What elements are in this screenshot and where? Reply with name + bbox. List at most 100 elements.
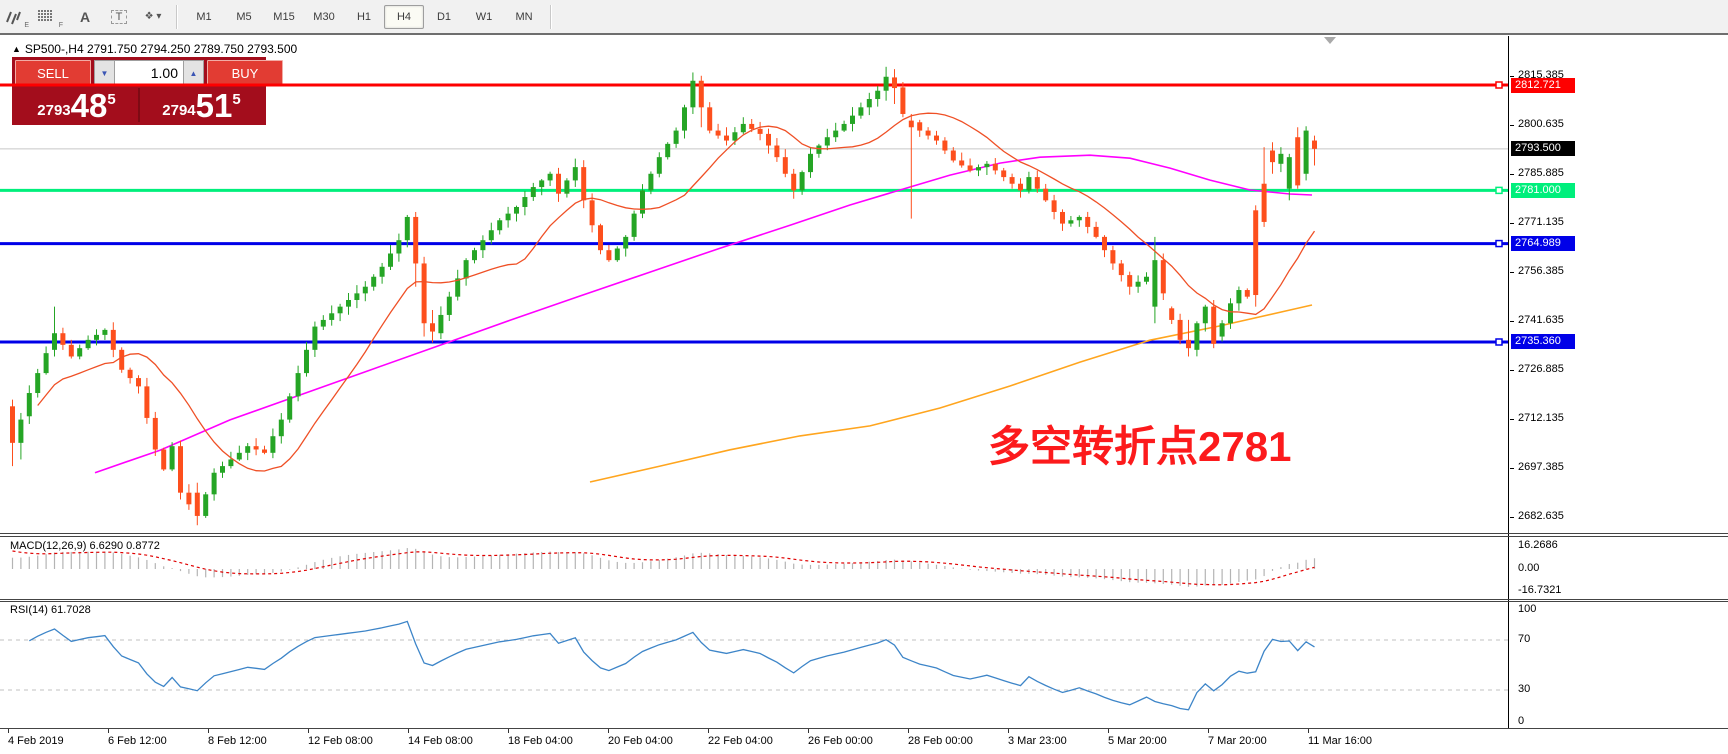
- date-tick: [1008, 729, 1009, 733]
- level-price-tag: 2812.721: [1511, 78, 1575, 93]
- date-label: 3 Mar 23:00: [1008, 735, 1067, 747]
- date-tick: [108, 729, 109, 733]
- price-tick-label: 2785.885: [1518, 167, 1564, 179]
- date-tick: [508, 729, 509, 733]
- timeframe-mn[interactable]: MN: [515, 10, 533, 23]
- date-label: 20 Feb 04:00: [608, 735, 673, 747]
- date-tick: [908, 729, 909, 733]
- date-axis[interactable]: 4 Feb 2019 6 Feb 12:00 8 Feb 12:00 12 Feb 0…: [0, 729, 1728, 752]
- indicators-icon[interactable]: E: [3, 4, 31, 30]
- timeframe-m5[interactable]: M5: [236, 10, 252, 23]
- level-price-tag: 2781.000: [1511, 183, 1575, 198]
- price-axis[interactable]: 2815.385 2800.635 2785.885 2771.135 2756.385…: [1510, 36, 1728, 729]
- timeframe-m30[interactable]: M30: [313, 10, 335, 23]
- rsi-panel[interactable]: [0, 602, 1508, 728]
- current-price-tag: 2793.500: [1511, 141, 1575, 156]
- price-tick-label: 2771.135: [1518, 216, 1564, 228]
- date-label: 11 Mar 16:00: [1308, 735, 1373, 747]
- chart-text-annotation: 多空转折点2781: [988, 423, 1292, 470]
- shapes-icon[interactable]: ❖ ▾: [144, 11, 162, 22]
- chart-title: SP500-,H4 2791.750 2794.250 2789.750 279…: [24, 42, 298, 56]
- price-tick: [1510, 272, 1514, 273]
- timeframe-d1[interactable]: D1: [436, 10, 452, 23]
- date-tick: [1308, 729, 1309, 733]
- date-tick: [608, 729, 609, 733]
- ask-price-sup: 5: [232, 90, 241, 108]
- bid-price-big: 48: [70, 86, 108, 124]
- macd-label: MACD(12,26,9) 6.6290 0.8772: [10, 540, 160, 552]
- price-tick-label: 2712.135: [1518, 412, 1564, 424]
- price-tick: [1510, 468, 1514, 469]
- price-tick: [1510, 370, 1514, 371]
- ma-fast-line: [37, 112, 1316, 472]
- bid-price-small: 2793: [37, 101, 71, 119]
- rsi-scale-label: 0: [1518, 715, 1525, 727]
- date-label: 14 Feb 08:00: [408, 735, 473, 747]
- rsi-scale-label: 100: [1518, 603, 1537, 615]
- toolbar-separator-2: [550, 4, 552, 29]
- price-tick-label: 2682.635: [1518, 510, 1564, 522]
- rsi-scale-label: 70: [1518, 633, 1531, 645]
- bid-price-sup: 5: [107, 90, 116, 108]
- ask-price[interactable]: 2794 51 5: [140, 88, 263, 122]
- level-price-tag: 2735.360: [1511, 334, 1575, 349]
- date-tick: [808, 729, 809, 733]
- label-icon[interactable]: T: [105, 4, 133, 30]
- date-label: 28 Feb 00:00: [908, 735, 973, 747]
- price-tick-label: 2726.885: [1518, 363, 1564, 375]
- timeframe-h4[interactable]: H4: [384, 4, 424, 29]
- macd-panel[interactable]: [0, 537, 1508, 599]
- macd-scale-label: -16.7321: [1518, 584, 1562, 596]
- indicators-icon-sub: E: [24, 21, 29, 29]
- macd-scale-label: 0.00: [1518, 562, 1540, 574]
- volume-increase-button[interactable]: ▲: [183, 60, 204, 86]
- macd-histogram: [11, 548, 1316, 587]
- price-tick-label: 2800.635: [1518, 118, 1564, 130]
- date-tick: [208, 729, 209, 733]
- price-tick: [1510, 321, 1514, 322]
- date-label: 8 Feb 12:00: [208, 735, 267, 747]
- toolbar: E F A T ❖ ▾ M1 M5 M15 M30 H1 H4 D1 W1 MN: [0, 0, 1728, 33]
- grid-icon[interactable]: F: [37, 4, 65, 30]
- date-label: 7 Mar 20:00: [1208, 735, 1267, 747]
- bid-price[interactable]: 2793 48 5: [15, 88, 138, 122]
- macd-rsi-splitter[interactable]: [0, 599, 1728, 600]
- collapse-triangle-icon[interactable]: ▲: [12, 44, 21, 54]
- price-tick-label: 2697.385: [1518, 461, 1564, 473]
- timeframe-h1[interactable]: H1: [356, 10, 372, 23]
- rsi-line: [28, 620, 1315, 711]
- price-tick: [1510, 419, 1514, 420]
- chart-window[interactable]: ▲ SP500-,H4 2791.750 2794.250 2789.750 27…: [0, 33, 1728, 754]
- grid-icon-sub: F: [58, 21, 63, 29]
- timeframe-m15[interactable]: M15: [273, 10, 295, 23]
- text-icon[interactable]: A: [79, 8, 91, 25]
- price-tick: [1510, 125, 1514, 126]
- timeframe-w1[interactable]: W1: [475, 10, 493, 23]
- date-label: 18 Feb 04:00: [508, 735, 573, 747]
- date-tick: [408, 729, 409, 733]
- date-label: 4 Feb 2019: [8, 735, 64, 747]
- macd-scale-label: 16.2686: [1518, 539, 1558, 551]
- rsi-date-splitter: [0, 728, 1728, 729]
- main-macd-splitter[interactable]: [0, 533, 1728, 534]
- volume-input[interactable]: [115, 60, 183, 86]
- price-divider: [138, 88, 140, 122]
- price-tick-label: 2741.635: [1518, 314, 1564, 326]
- buy-button[interactable]: BUY: [207, 60, 283, 86]
- main-macd-splitter2: [0, 536, 1728, 537]
- rsi-label: RSI(14) 61.7028: [10, 604, 91, 616]
- axis-separator: [1508, 36, 1509, 729]
- price-tick-label: 2756.385: [1518, 265, 1564, 277]
- price-tick: [1510, 174, 1514, 175]
- ask-price-small: 2794: [162, 101, 196, 119]
- date-tick: [708, 729, 709, 733]
- main-price-chart[interactable]: [0, 36, 1508, 533]
- sell-button[interactable]: SELL: [15, 60, 91, 86]
- timeframe-m1[interactable]: M1: [196, 10, 212, 23]
- date-label: 12 Feb 08:00: [308, 735, 373, 747]
- ask-price-big: 51: [195, 86, 233, 124]
- date-tick: [1108, 729, 1109, 733]
- macd-rsi-splitter2: [0, 601, 1728, 602]
- date-label: 22 Feb 04:00: [708, 735, 773, 747]
